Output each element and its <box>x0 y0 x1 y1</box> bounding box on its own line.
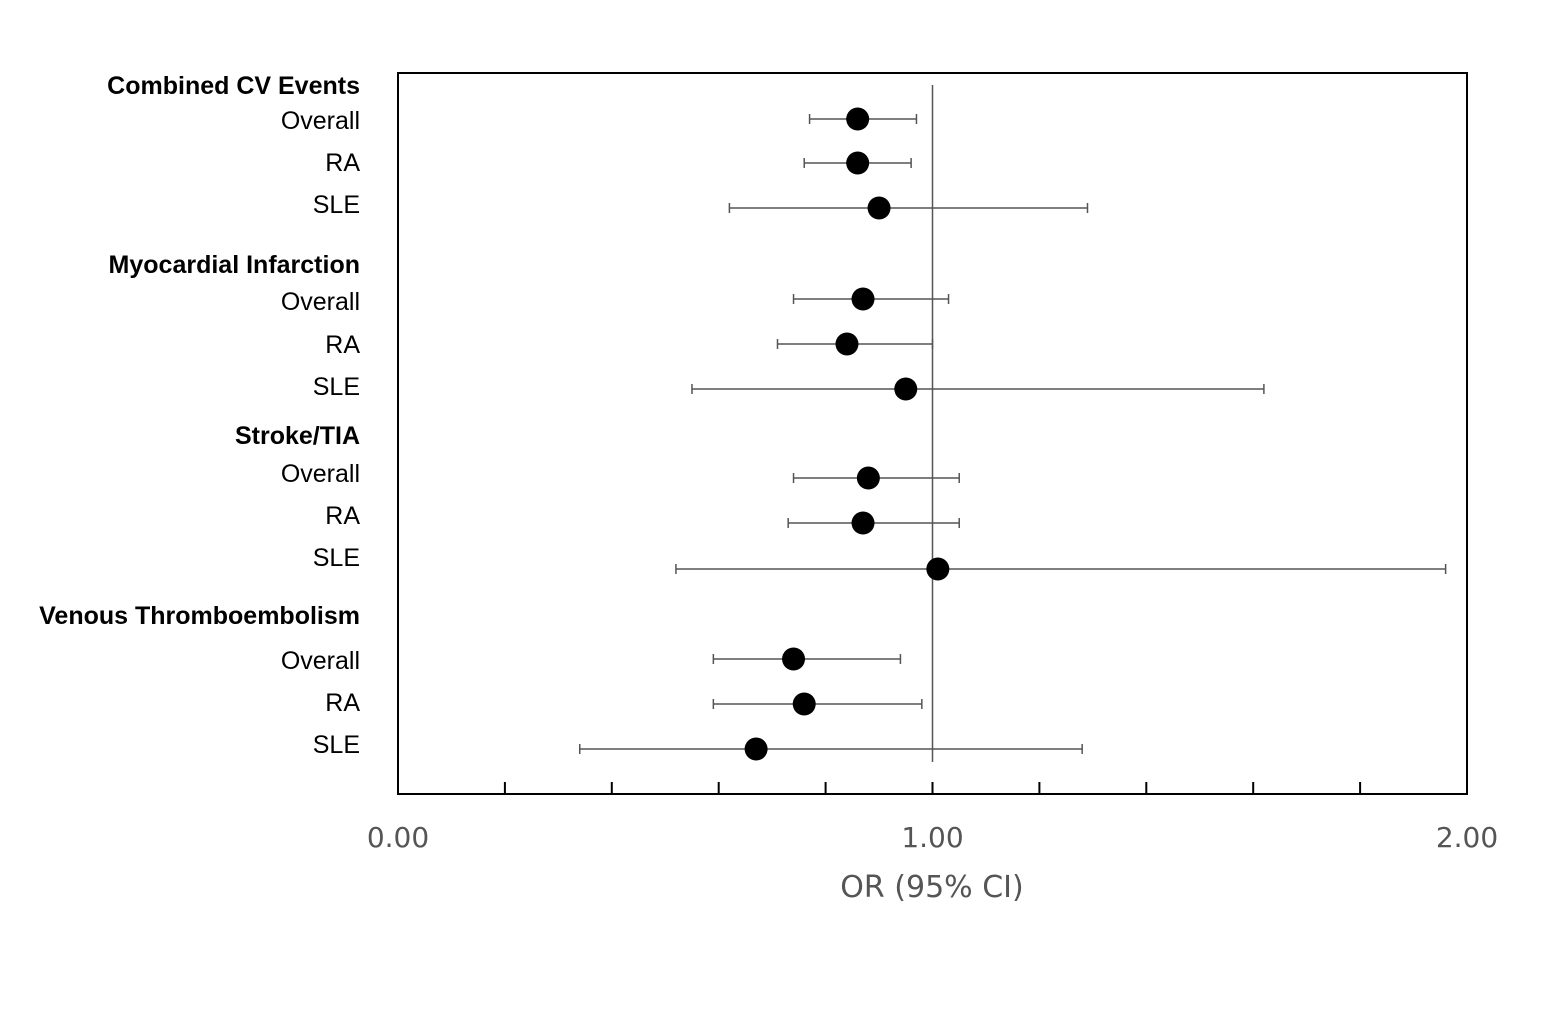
row-label: Overall <box>281 107 360 135</box>
group-label: Myocardial Infarction <box>109 251 360 279</box>
point-estimate <box>856 466 880 490</box>
point-estimate <box>894 377 918 401</box>
row-label: Overall <box>281 647 360 675</box>
row-labels: Combined CV Events Overall RA SLE Myocardial… <box>39 72 360 759</box>
row-label: RA <box>325 149 360 177</box>
row-label: SLE <box>313 191 360 219</box>
row-label: Overall <box>281 288 360 316</box>
point-estimate <box>744 737 768 761</box>
group-label: Venous Thromboembolism <box>39 602 360 630</box>
row-label: RA <box>325 689 360 717</box>
point-estimate <box>835 332 859 356</box>
x-axis-tick-labels: 0.00 1.00 2.00 <box>367 821 1498 854</box>
point-estimate <box>851 511 875 535</box>
estimates <box>578 107 1447 761</box>
point-estimate <box>792 692 816 716</box>
x-tick-label: 1.00 <box>901 821 963 854</box>
x-axis-ticks <box>397 782 1468 794</box>
point-estimate <box>782 647 806 671</box>
point-estimate <box>867 196 891 220</box>
point-estimate <box>926 557 950 581</box>
point-estimate <box>846 107 870 131</box>
point-estimate <box>846 151 870 175</box>
group-label: Combined CV Events <box>107 72 360 100</box>
row-label: SLE <box>313 373 360 401</box>
x-axis-title: OR (95% CI) <box>840 870 1023 905</box>
point-estimate <box>851 287 875 311</box>
row-label: Overall <box>281 460 360 488</box>
x-tick-label: 0.00 <box>367 821 429 854</box>
row-label: RA <box>325 502 360 530</box>
row-label: SLE <box>313 731 360 759</box>
group-label: Stroke/TIA <box>235 422 360 450</box>
x-tick-label: 2.00 <box>1436 821 1498 854</box>
row-label: RA <box>325 331 360 359</box>
row-label: SLE <box>313 544 360 572</box>
